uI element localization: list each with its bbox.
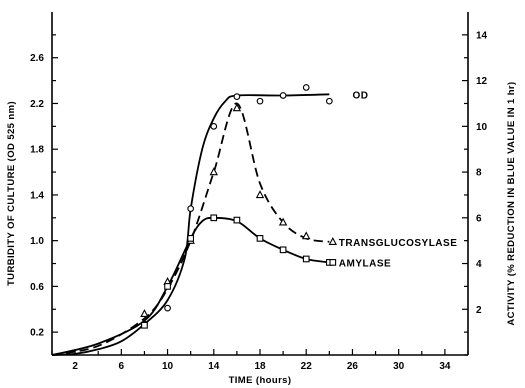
data-point-amylase <box>256 235 264 242</box>
x-tick-label: 26 <box>347 361 359 372</box>
y-right-tick-label: 12 <box>476 76 488 87</box>
y-right-tick-label: 10 <box>476 122 488 133</box>
x-tick-label: 30 <box>393 361 405 372</box>
series-line-od <box>51 93 330 356</box>
data-point-amylase <box>141 321 148 329</box>
y-axis-right-title: ACTIVITY (% REDUCTION IN BLUE VALUE IN 1… <box>506 81 517 325</box>
data-point-od <box>256 97 264 105</box>
series-line-transglucosylase <box>51 102 330 356</box>
x-axis-title: TIME (hours) <box>229 375 292 386</box>
y-right-tick-label: 8 <box>476 168 482 179</box>
y-right-tick-label: 2 <box>476 305 482 316</box>
data-point-amylase <box>302 255 310 263</box>
y-left-tick-label: 2.2 <box>30 99 44 110</box>
data-point-od <box>210 122 218 130</box>
y-left-tick-label: 2.6 <box>30 53 44 64</box>
data-point-amylase <box>233 216 241 224</box>
x-tick-label: 10 <box>162 361 174 372</box>
y-right-tick-label: 6 <box>476 213 482 224</box>
data-point-od <box>233 93 241 100</box>
legend-marker-transglucosylase <box>328 237 338 245</box>
y-left-tick-label: 0.6 <box>30 282 44 293</box>
series-label-od: OD <box>352 90 368 101</box>
data-point-od <box>164 304 171 312</box>
x-tick-label: 6 <box>119 361 125 372</box>
x-tick-label: 2 <box>72 361 78 372</box>
data-point-od <box>302 84 310 91</box>
data-point-transglucosylase <box>209 167 218 176</box>
axes: 2 6 10 14 18 22 26 30 340.20.61.01.41.82.22.6246… <box>30 12 488 372</box>
y-left-tick-label: 0.2 <box>30 328 44 339</box>
data-point-od <box>279 92 287 99</box>
y-left-tick-label: 1.8 <box>30 145 44 156</box>
series-curves <box>51 93 330 356</box>
series-label-amylase: AMYLASE <box>339 258 391 269</box>
labels: TIME (hours) TURBIDITY OF CULTURE (OD 52… <box>6 81 517 386</box>
x-tick-label: 34 <box>439 361 451 372</box>
data-point-od <box>187 205 195 213</box>
data-point-amylase <box>279 246 287 254</box>
x-tick-label: 14 <box>208 361 220 372</box>
y-right-tick-label: 4 <box>476 259 482 270</box>
data-point-transglucosylase <box>232 103 242 112</box>
y-left-tick-label: 1.4 <box>30 190 44 201</box>
series-label-transglucosylase: TRANSGLUCOSYLASE <box>339 238 458 249</box>
data-point-amylase <box>164 283 171 290</box>
y-left-tick-label: 1.0 <box>30 236 44 247</box>
data-point-transglucosylase <box>302 231 311 240</box>
data-point-od <box>325 97 333 105</box>
data-point-amylase <box>210 214 218 222</box>
series-markers <box>140 84 338 329</box>
y-right-tick-label: 14 <box>476 30 488 41</box>
x-tick-label: 18 <box>254 361 266 372</box>
x-tick-label: 22 <box>301 361 313 372</box>
y-axis-left-title: TURBIDITY OF CULTURE (OD 525 nm) <box>6 101 17 286</box>
data-point-transglucosylase <box>278 217 288 226</box>
data-point-amylase <box>187 235 195 242</box>
data-point-transglucosylase <box>255 190 265 199</box>
legend-marker-amylase <box>329 259 337 266</box>
data-point-transglucosylase <box>140 309 149 317</box>
